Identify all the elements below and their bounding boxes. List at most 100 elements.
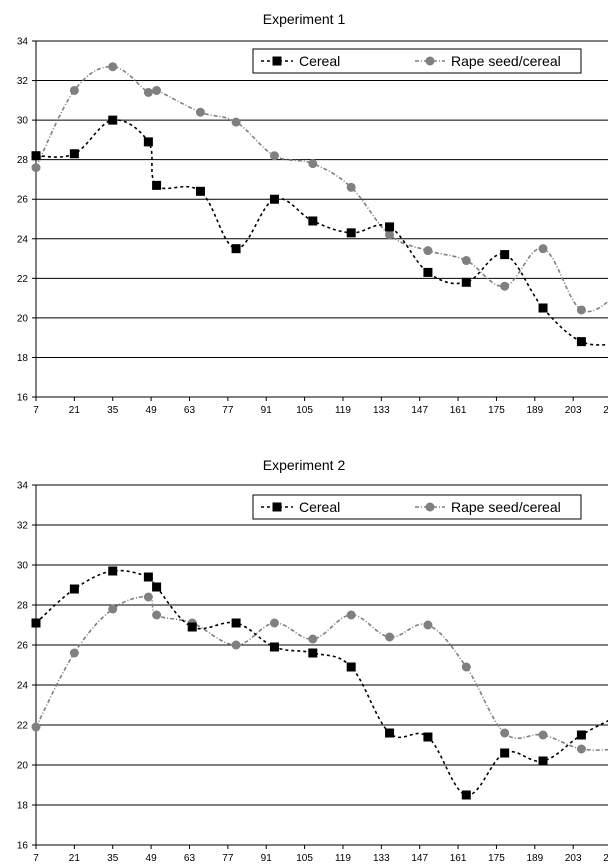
data-point xyxy=(269,642,279,652)
y-tick-label: 22 xyxy=(17,721,29,732)
y-tick-label: 26 xyxy=(17,641,29,652)
data-point xyxy=(231,244,241,254)
x-tick-label: 161 xyxy=(450,405,467,416)
series-line xyxy=(35,569,608,796)
data-point xyxy=(500,748,510,758)
data-point xyxy=(500,728,510,738)
data-point xyxy=(346,182,356,192)
data-point xyxy=(195,107,205,117)
chart-title: Experiment 1 xyxy=(263,11,346,27)
series-cereal xyxy=(31,566,608,800)
legend-label-cereal: Cereal xyxy=(299,499,340,515)
data-point xyxy=(31,151,41,161)
series-rapeseed-cereal xyxy=(31,62,608,315)
data-point xyxy=(576,305,586,315)
legend-label-rapeseed: Rape seed/cereal xyxy=(451,499,561,515)
x-tick-label: 175 xyxy=(488,853,505,864)
data-point xyxy=(69,149,79,159)
data-point xyxy=(152,85,162,95)
y-tick-label: 32 xyxy=(17,521,29,532)
x-tick-label: 105 xyxy=(296,405,313,416)
x-tick-label: 147 xyxy=(411,853,428,864)
x-tick-label: 161 xyxy=(450,853,467,864)
data-point xyxy=(31,163,41,173)
x-tick-label: 203 xyxy=(565,853,582,864)
y-tick-label: 18 xyxy=(17,353,29,364)
data-point xyxy=(576,744,586,754)
data-point xyxy=(385,728,395,738)
data-point xyxy=(461,662,471,672)
data-point xyxy=(308,634,318,644)
x-tick-label: 7 xyxy=(33,853,39,864)
data-point xyxy=(269,194,279,204)
data-point xyxy=(69,648,79,658)
data-point xyxy=(195,186,205,196)
data-point xyxy=(423,246,433,256)
data-point xyxy=(108,62,118,72)
x-tick-label: 21 xyxy=(69,405,81,416)
chart-title: Experiment 2 xyxy=(263,457,346,473)
data-point xyxy=(69,584,79,594)
data-point xyxy=(231,618,241,628)
legend-label-cereal: Cereal xyxy=(299,53,340,69)
data-point xyxy=(538,244,548,254)
data-point xyxy=(231,117,241,127)
x-tick-label: 91 xyxy=(261,853,273,864)
data-point xyxy=(500,250,510,260)
data-point xyxy=(108,115,118,125)
chart-1: Experiment 1 16 18 20 22 24 26 28 30 32 34 7 21 35 49 6… xyxy=(17,11,608,416)
data-point xyxy=(346,228,356,238)
y-tick-label: 28 xyxy=(17,601,29,612)
x-tick-label: 35 xyxy=(107,853,119,864)
x-tick-label: 147 xyxy=(411,405,428,416)
y-tick-label: 30 xyxy=(17,561,29,572)
data-point xyxy=(143,87,153,97)
legend-marker-cereal xyxy=(272,502,282,512)
data-point xyxy=(308,216,318,226)
data-point xyxy=(576,730,586,740)
x-tick-label: 91 xyxy=(261,405,273,416)
data-point xyxy=(461,256,471,266)
y-tick-label: 34 xyxy=(17,37,29,48)
data-point xyxy=(108,604,118,614)
legend: Cereal Rape seed/cereal xyxy=(252,494,582,520)
x-tick-label: 119 xyxy=(335,405,351,416)
x-tick-label: 7 xyxy=(33,405,39,416)
y-tick-label: 20 xyxy=(17,313,29,324)
y-tick-label: 18 xyxy=(17,801,29,812)
data-point xyxy=(385,632,395,642)
data-point xyxy=(500,281,510,291)
data-point xyxy=(143,137,153,147)
x-tick-label: 105 xyxy=(296,853,313,864)
data-point xyxy=(269,151,279,161)
legend-marker-cereal xyxy=(272,56,282,66)
series-line xyxy=(35,595,608,751)
series-rapeseed-cereal xyxy=(31,592,608,754)
data-point xyxy=(69,85,79,95)
y-tick-label: 28 xyxy=(17,155,29,166)
x-tick-label: 77 xyxy=(222,405,234,416)
data-point xyxy=(231,640,241,650)
series-cereal xyxy=(31,115,608,347)
data-point xyxy=(143,572,153,582)
data-point xyxy=(385,230,395,240)
y-tick-label: 24 xyxy=(17,234,29,245)
data-point xyxy=(538,756,548,766)
data-point xyxy=(461,790,471,800)
chart-2: Experiment 2 16 18 20 22 24 26 28 30 32 34 7 21 35 49 6… xyxy=(17,457,608,864)
data-point xyxy=(31,722,41,732)
x-tick-label: 21 xyxy=(69,853,81,864)
data-point xyxy=(308,159,318,169)
data-point xyxy=(187,622,197,632)
data-point xyxy=(346,610,356,620)
data-point xyxy=(143,592,153,602)
legend-marker-rapeseed xyxy=(425,502,435,512)
y-tick-label: 20 xyxy=(17,761,29,772)
y-tick-label: 16 xyxy=(17,841,29,852)
x-tick-label: 49 xyxy=(146,853,158,864)
x-tick-label: 189 xyxy=(526,405,543,416)
data-point xyxy=(538,730,548,740)
legend-marker-rapeseed xyxy=(425,56,435,66)
x-tick-label: 133 xyxy=(373,405,390,416)
